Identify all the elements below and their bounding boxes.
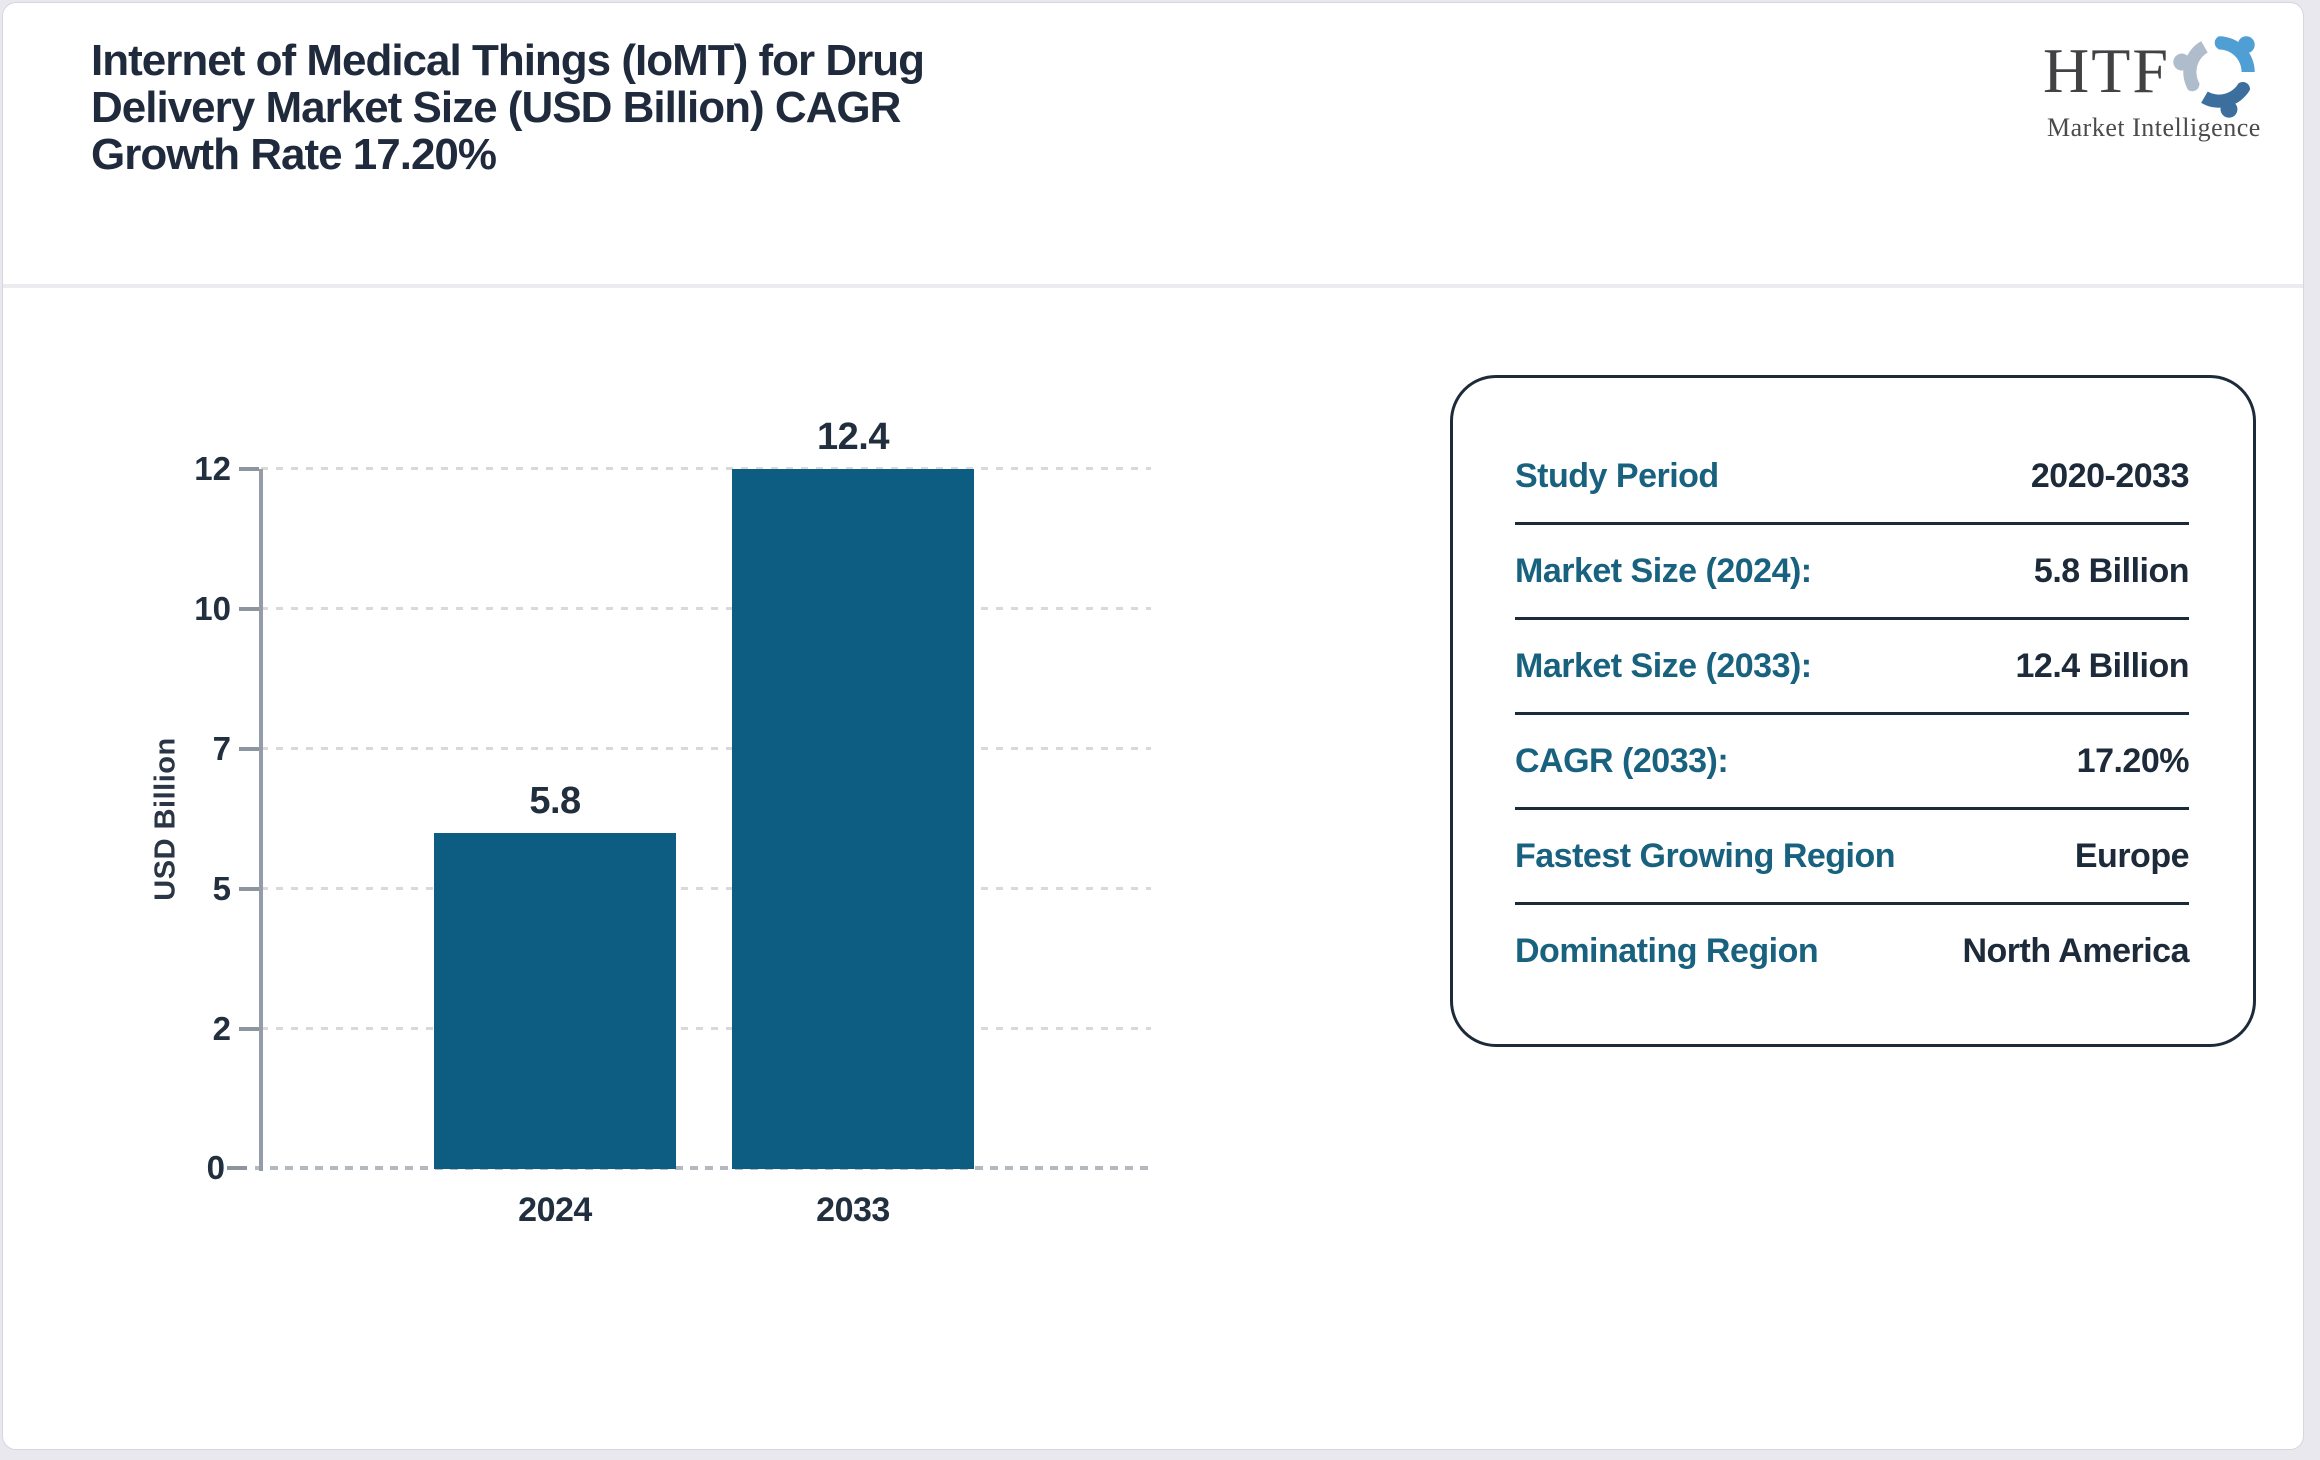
stats-panel-row: Fastest Growing Region Europe	[1515, 807, 2190, 902]
gridline: 0	[207, 1149, 1151, 1186]
gridline: 5	[213, 870, 1151, 907]
stats-panel-row: Dominating Region North America	[1515, 902, 2189, 997]
x-tick-label: 2024	[518, 1191, 592, 1229]
stats-panel-row: CAGR (2033): 17.20%	[1515, 712, 2190, 807]
y-tick-label: 2	[212, 1009, 231, 1047]
bar-value-label: 12.4	[817, 416, 889, 458]
bar	[732, 469, 974, 1169]
bar-value-label: 5.8	[529, 780, 581, 822]
y-tick-mark	[239, 746, 259, 751]
y-tick-mark	[239, 606, 259, 611]
stats-panel-row: Market Size (2033): 12.4 Billion	[1515, 617, 2189, 712]
header-divider	[3, 284, 2303, 288]
y-tick-mark	[239, 1026, 259, 1031]
page-title-line: Growth Rate 17.20%	[91, 130, 497, 179]
gridline: 12	[194, 450, 1151, 487]
stat-value: Europe	[2074, 836, 2190, 875]
stats-panel-row: Market Size (2024): 5.8 Billion	[1515, 522, 2190, 617]
stat-label: Fastest Growing Region	[1515, 836, 1896, 875]
htf-logo-top: HTF	[2043, 25, 2303, 119]
bar-group: 5.8 2024	[434, 780, 676, 1229]
three-figures-swirl-icon	[2173, 36, 2255, 118]
page-title: Internet of Medical Things (IoMT) for Dr…	[91, 36, 925, 179]
htf-logo-text: HTF	[2043, 35, 2170, 106]
y-axis-line	[259, 469, 263, 1171]
page-title-line: Delivery Market Size (USD Billion) CAGR	[91, 83, 901, 132]
y-tick-label: 10	[194, 589, 231, 627]
y-tick-label: 5	[212, 869, 231, 907]
stat-value: 17.20%	[2076, 741, 2190, 780]
x-tick-label: 2033	[816, 1191, 890, 1229]
bar-chart-plot-area: 0 2 5 7 10 12	[194, 416, 1151, 1229]
y-tick-label: 0	[206, 1149, 225, 1186]
htf-logo: HTF Market Intelligence	[2043, 25, 2303, 143]
y-tick-mark	[227, 1166, 247, 1170]
page-title-line: Internet of Medical Things (IoMT) for Dr…	[91, 36, 925, 85]
stats-panel: Study Period 2020-2033 Market Size (2024…	[1450, 375, 2256, 1047]
y-tick-label: 12	[194, 449, 231, 487]
y-tick-mark	[239, 886, 259, 891]
stat-label: CAGR (2033):	[1515, 741, 1729, 780]
stat-value: 5.8 Billion	[2033, 551, 2190, 590]
stats-panel-row: Study Period 2020-2033	[1515, 430, 2190, 522]
stat-label: Market Size (2024):	[1515, 551, 1812, 590]
stat-label: Dominating Region	[1515, 931, 1819, 970]
gridline: 10	[194, 590, 1151, 627]
bar	[434, 833, 676, 1169]
gridline: 2	[213, 1010, 1151, 1047]
stat-value: 12.4 Billion	[2015, 646, 2190, 685]
header: Internet of Medical Things (IoMT) for Dr…	[3, 3, 2303, 288]
htf-logo-tagline: Market Intelligence	[2047, 113, 2261, 142]
y-tick-label: 7	[212, 729, 231, 767]
stat-value: 2020-2033	[2030, 456, 2190, 495]
gridline: 7	[213, 730, 1151, 767]
y-axis-title: USD Billion	[149, 737, 182, 901]
stat-label: Market Size (2033):	[1515, 646, 1812, 685]
stat-label: Study Period	[1515, 456, 1719, 495]
stat-value: North America	[1962, 931, 2189, 970]
y-tick-mark	[239, 466, 259, 471]
bar-group: 12.4 2033	[732, 416, 974, 1229]
